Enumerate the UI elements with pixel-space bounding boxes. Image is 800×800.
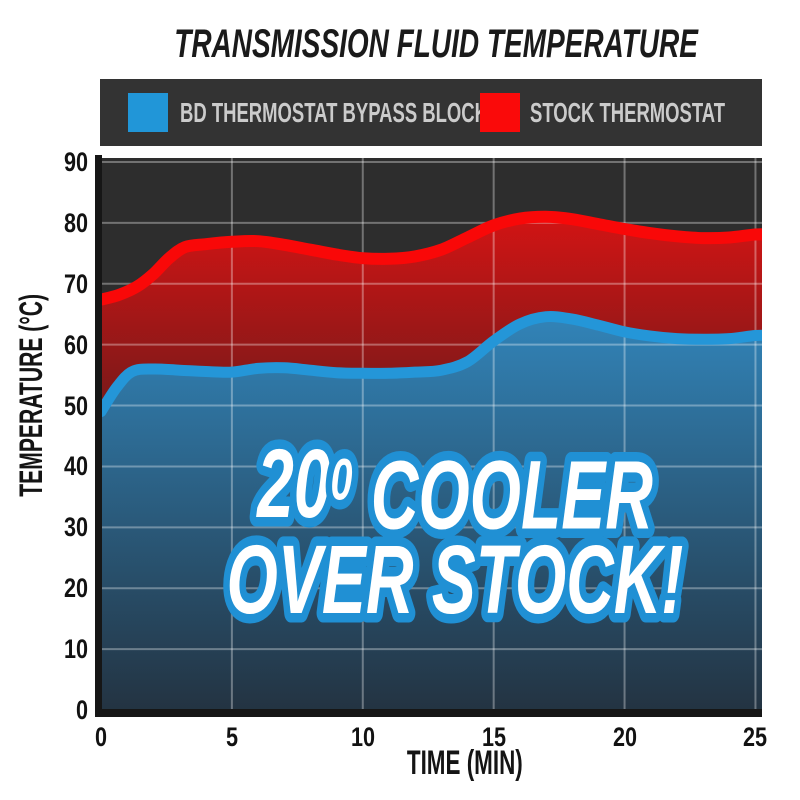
plot-group: [101, 158, 762, 712]
y-tick-label: 30: [63, 512, 88, 543]
x-tick-label: 10: [350, 722, 375, 752]
x-tick-label: 15: [481, 722, 506, 752]
chart-title: TRANSMISSION FLUID TEMPERATURE: [62, 22, 800, 67]
x-tick-label: 0: [94, 722, 108, 752]
stock-legend-swatch: [480, 93, 520, 132]
bd-thermostat-area: [101, 316, 762, 712]
stock-legend-label: STOCK THERMOSTAT: [530, 96, 726, 128]
y-axis-title-text: TEMPERATURE (°C): [13, 293, 49, 497]
y-tick-label: 0: [75, 695, 88, 725]
x-tick-label: 20: [612, 722, 637, 752]
overlay-text-line-1: 200 COOLER: [256, 429, 653, 549]
bd-legend-label: BD THERMOSTAT BYPASS BLOCK: [180, 96, 489, 128]
y-tick-label: 60: [63, 329, 88, 360]
bd-thermostat-line: [101, 310, 762, 418]
stock-thermostat-line: [101, 210, 762, 306]
legend: BD THERMOSTAT BYPASS BLOCK STOCK THERMOS…: [100, 79, 762, 146]
x-tick-label: 5: [225, 722, 238, 752]
y-tick-label: 40: [63, 451, 88, 482]
y-tick-label: 10: [63, 634, 88, 665]
y-tick-label: 90: [63, 147, 88, 177]
overlay-text-line-2: OVER STOCK!: [227, 525, 684, 634]
x-tick-label: 25: [743, 722, 768, 752]
bd-legend-swatch: [128, 93, 168, 132]
x-axis-bar: [95, 709, 762, 717]
chart-title-text: TRANSMISSION FLUID TEMPERATURE: [174, 22, 698, 66]
x-axis-title-text: TIME (MIN): [407, 744, 523, 782]
y-tick-label: 20: [63, 573, 88, 604]
x-axis-title: TIME (MIN): [315, 744, 615, 783]
y-tick-label: 50: [63, 390, 88, 421]
y-tick-label: 80: [63, 207, 88, 238]
y-axis-title: TEMPERATURE (°C): [13, 249, 49, 549]
y-tick-label: 70: [63, 268, 88, 299]
y-axis-bar: [95, 155, 102, 717]
